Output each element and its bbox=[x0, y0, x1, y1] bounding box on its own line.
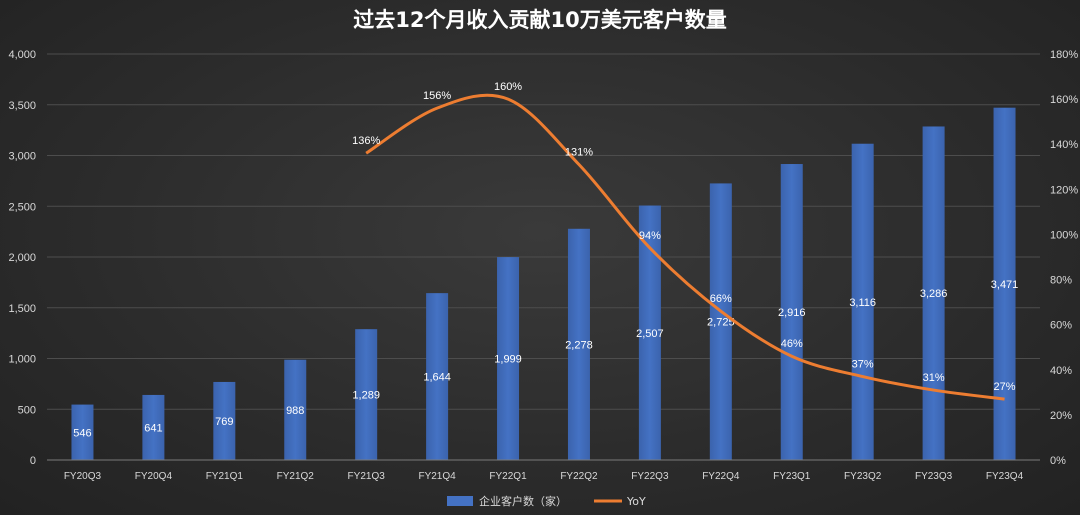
line-value-label: 66% bbox=[710, 293, 732, 305]
x-tick-label: FY21Q3 bbox=[348, 471, 386, 482]
line-value-label: 156% bbox=[423, 90, 451, 102]
bar-value-label: 3,286 bbox=[920, 288, 948, 300]
bar-value-label: 769 bbox=[215, 416, 233, 428]
legend-swatch-bar bbox=[447, 496, 473, 506]
bar-value-label: 641 bbox=[144, 422, 162, 434]
legend-label-bar: 企业客户数（家） bbox=[479, 494, 567, 508]
x-tick-label: FY20Q3 bbox=[64, 471, 102, 482]
x-tick-label: FY22Q2 bbox=[560, 471, 598, 482]
y2-tick-label: 100% bbox=[1050, 229, 1078, 241]
x-tick-label: FY20Q4 bbox=[135, 471, 173, 482]
bar bbox=[71, 404, 94, 460]
bar-series: 546 641 769 988 1,289 1,644 1,999 2,278 2,507 2,7… bbox=[71, 107, 1019, 461]
bar bbox=[709, 183, 732, 460]
bar bbox=[851, 143, 874, 460]
x-axis: FY20Q3 FY20Q4 FY21Q1 FY21Q2 FY21Q3 FY21Q4 FY22… bbox=[47, 459, 1040, 482]
y2-tick-label: 180% bbox=[1050, 49, 1078, 61]
y-axis-right: 0% 20% 40% 60% 80% 100% 120% 140% 160% 180% bbox=[1050, 49, 1078, 467]
x-tick-label: FY22Q1 bbox=[489, 471, 527, 482]
bar bbox=[567, 228, 590, 460]
bar bbox=[355, 329, 378, 460]
y2-tick-label: 140% bbox=[1050, 139, 1078, 151]
bar bbox=[922, 126, 945, 460]
line-series: 136% 156% 160% 131% 94% 66% 46% 37% 31% 27% bbox=[352, 81, 1016, 401]
x-tick-label: FY21Q4 bbox=[418, 471, 456, 482]
bar-value-label: 988 bbox=[286, 405, 304, 417]
y2-tick-label: 40% bbox=[1050, 365, 1072, 377]
yoy-line bbox=[365, 93, 1005, 401]
x-tick-label: FY23Q2 bbox=[844, 471, 882, 482]
bar-value-label: 1,999 bbox=[494, 354, 522, 366]
line-value-label: 136% bbox=[352, 135, 380, 147]
bar-value-label: 2,278 bbox=[565, 339, 593, 351]
bar bbox=[426, 293, 449, 460]
legend-label-line: YoY bbox=[626, 495, 646, 508]
y-axis-left: 0 500 1,000 1,500 2,000 2,500 3,000 3,500 4,000 bbox=[8, 49, 36, 467]
y-tick-label: 1,000 bbox=[8, 354, 36, 366]
y-tick-label: 500 bbox=[18, 404, 36, 416]
y-tick-label: 1,500 bbox=[8, 303, 36, 315]
x-tick-label: FY23Q3 bbox=[915, 471, 953, 482]
bar-value-label: 2,507 bbox=[636, 328, 664, 340]
line-value-label: 46% bbox=[781, 338, 803, 350]
line-value-label: 31% bbox=[923, 372, 945, 384]
legend: 企业客户数（家） YoY bbox=[447, 494, 646, 508]
x-tick-label: FY22Q3 bbox=[631, 471, 669, 482]
line-value-label: 27% bbox=[994, 381, 1016, 393]
x-tick-label: FY22Q4 bbox=[702, 471, 740, 482]
chart-title: 过去12个月收入贡献10万美元客户数量 bbox=[353, 8, 726, 32]
grid-lines bbox=[47, 53, 1040, 461]
bar-value-label: 3,116 bbox=[849, 297, 876, 309]
bar-value-label: 1,289 bbox=[352, 390, 380, 402]
y-tick-label: 3,000 bbox=[8, 151, 36, 163]
x-tick-label: FY21Q1 bbox=[206, 471, 244, 482]
line-value-label: 94% bbox=[639, 230, 661, 242]
bar bbox=[993, 107, 1016, 461]
y2-tick-label: 80% bbox=[1050, 275, 1072, 287]
bar-value-label: 546 bbox=[73, 427, 91, 439]
bar bbox=[213, 381, 236, 460]
line-value-label: 37% bbox=[852, 359, 874, 371]
y2-tick-label: 20% bbox=[1050, 410, 1072, 422]
y-tick-label: 2,500 bbox=[8, 201, 36, 213]
bar bbox=[638, 205, 661, 460]
y-tick-label: 2,000 bbox=[8, 252, 36, 264]
line-value-label: 160% bbox=[494, 81, 522, 93]
y2-tick-label: 0% bbox=[1050, 455, 1066, 467]
y2-tick-label: 120% bbox=[1050, 184, 1078, 196]
x-tick-label: FY23Q4 bbox=[986, 471, 1024, 482]
bar-value-label: 3,471 bbox=[991, 279, 1019, 291]
x-tick-label: FY23Q1 bbox=[773, 471, 811, 482]
bar-value-label: 1,644 bbox=[423, 372, 451, 384]
bar bbox=[780, 164, 803, 460]
y2-tick-label: 160% bbox=[1050, 94, 1078, 106]
bar-value-label: 2,916 bbox=[778, 307, 806, 319]
line-value-label: 131% bbox=[565, 147, 593, 159]
y-tick-label: 0 bbox=[30, 455, 36, 467]
x-tick-label: FY21Q2 bbox=[277, 471, 315, 482]
bar bbox=[497, 257, 520, 460]
y-tick-label: 3,500 bbox=[8, 100, 36, 112]
bar-value-label: 2,725 bbox=[707, 317, 735, 329]
bar bbox=[284, 359, 307, 460]
bar bbox=[142, 394, 165, 460]
y-tick-label: 4,000 bbox=[8, 49, 36, 61]
y2-tick-label: 60% bbox=[1050, 320, 1072, 332]
